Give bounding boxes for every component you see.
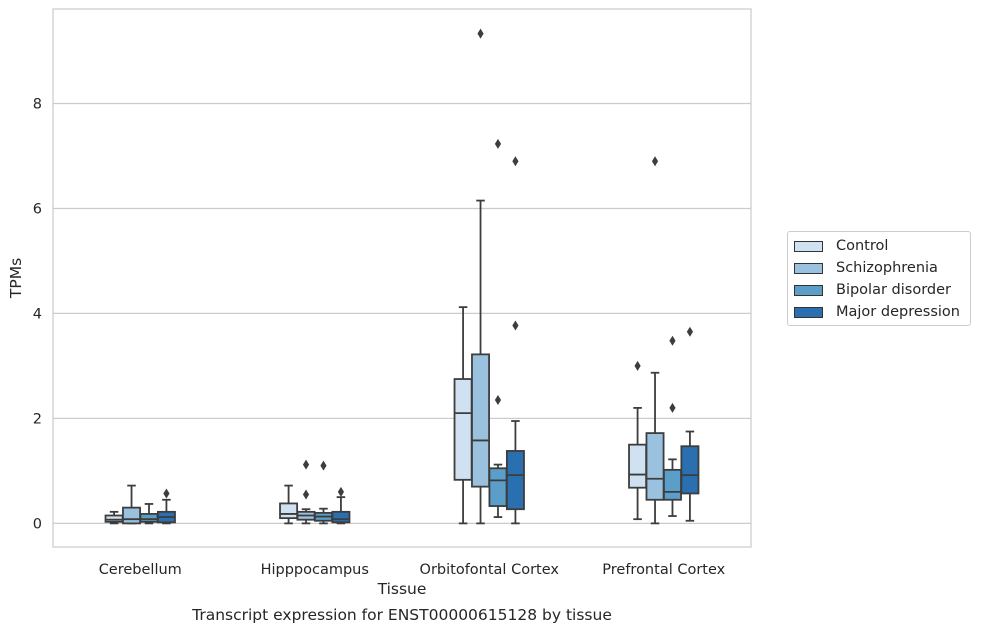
outlier-point [669, 402, 676, 413]
box-iqr [663, 468, 682, 501]
outlier-point [302, 459, 310, 470]
x-axis-label: Tissue [377, 580, 427, 598]
plot-frame [52, 8, 752, 548]
legend-swatch-schizophrenia [794, 262, 823, 274]
box-hipppocampus-schizophrenia [296, 459, 316, 525]
legend-swatch-bipolar [794, 284, 823, 296]
chart-caption: Transcript expression for ENST0000061512… [192, 606, 612, 624]
outlier-point [669, 335, 676, 346]
outlier-point [686, 326, 694, 337]
legend-label-control: Control [836, 238, 889, 254]
x-tick-label: Orbitofontal Cortex [420, 562, 560, 578]
box-groups [104, 28, 700, 525]
box-prefrontal-cortex-schizophrenia [645, 156, 665, 525]
legend-item-bipolar: Bipolar disorder [794, 279, 951, 301]
box-orbitofontal-cortex-schizophrenia [471, 28, 490, 525]
y-axis-label: TPMs [7, 258, 25, 299]
y-tick-label: 6 [33, 201, 42, 217]
box-prefrontal-cortex-bipolar-disorder [663, 335, 682, 517]
outlier-point [512, 156, 519, 167]
legend: Control Schizophrenia Bipolar disorder M… [787, 231, 971, 326]
box-cerebellum-schizophrenia [122, 484, 141, 525]
box-iqr [505, 450, 525, 511]
y-tick-label: 8 [33, 96, 42, 112]
outlier-point [512, 320, 519, 331]
outlier-point [634, 360, 641, 371]
box-iqr [122, 506, 141, 525]
outlier-point [651, 156, 659, 167]
x-tick-label: Prefrontal Cortex [602, 562, 725, 578]
box-iqr [453, 378, 473, 481]
box-iqr [279, 502, 299, 520]
legend-swatch-major-depression [794, 306, 823, 318]
legend-item-major-depression: Major depression [794, 301, 960, 323]
box-iqr [488, 467, 508, 507]
x-tick-label: Hipppocampus [261, 562, 369, 578]
y-tick-labels: 0 2 4 6 8 [33, 96, 42, 532]
y-tick-label: 4 [33, 306, 42, 322]
box-iqr [628, 443, 648, 489]
box-hipppocampus-control [279, 484, 299, 525]
x-tick-labels: Cerebellum Hipppocampus Orbitofontal Corte… [99, 562, 726, 578]
y-tick-label: 0 [33, 516, 42, 532]
outlier-point [163, 488, 170, 499]
box-iqr [471, 353, 490, 488]
outlier-point [477, 28, 484, 39]
legend-swatch-control [794, 240, 823, 252]
legend-label-major-depression: Major depression [836, 304, 960, 320]
box-hipppocampus-bipolar-disorder [314, 460, 333, 525]
box-orbitofontal-cortex-major-depression [505, 156, 525, 525]
box-iqr [139, 513, 159, 523]
box-hipppocampus-major-depression [331, 486, 351, 525]
box-cerebellum-major-depression [156, 488, 176, 525]
box-prefrontal-cortex-major-depression [680, 326, 700, 522]
legend-label-bipolar: Bipolar disorder [836, 282, 951, 298]
legend-item-schizophrenia: Schizophrenia [794, 257, 938, 279]
outlier-point [302, 489, 310, 500]
x-tick-label: Cerebellum [99, 562, 182, 578]
outlier-point [494, 138, 502, 149]
legend-item-control: Control [794, 235, 888, 257]
outlier-point [337, 486, 345, 497]
box-iqr [104, 514, 124, 523]
box-iqr [645, 432, 665, 501]
outlier-point [494, 395, 502, 406]
y-tick-label: 2 [33, 411, 42, 427]
legend-label-schizophrenia: Schizophrenia [836, 260, 938, 276]
outlier-point [320, 460, 327, 471]
box-iqr [680, 445, 700, 495]
box-iqr [331, 510, 351, 524]
